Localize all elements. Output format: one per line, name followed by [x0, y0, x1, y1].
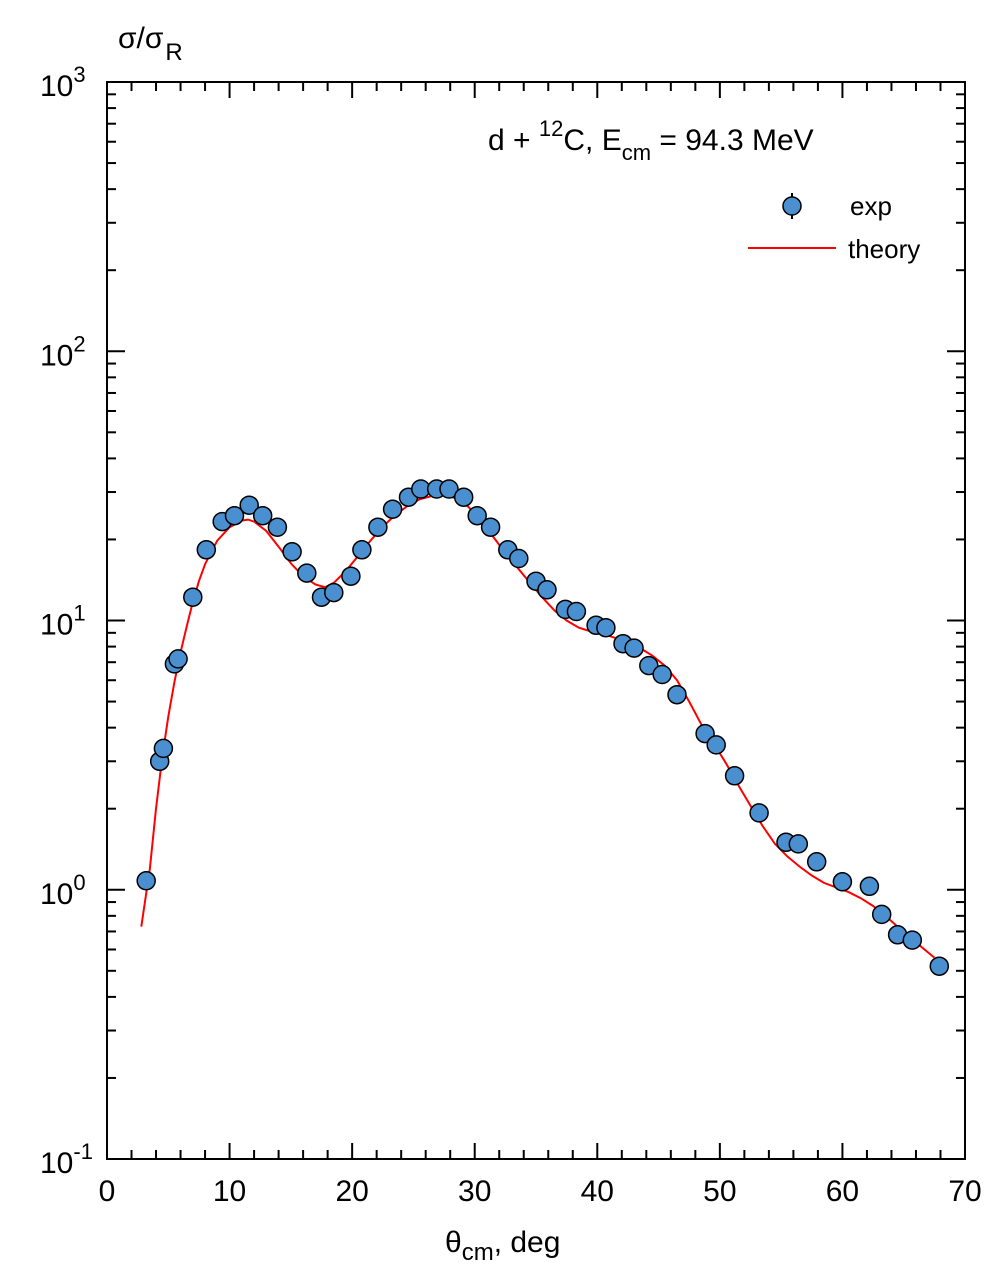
exp-data-point [341, 566, 361, 586]
y-tick-label: 102 [40, 331, 86, 372]
exp-data-point [382, 499, 403, 519]
y-tick-exponent: -1 [73, 1139, 93, 1164]
legend: exp theory [748, 191, 920, 264]
x-tick-labels: 0 10 20 30 40 50 60 70 [99, 1175, 982, 1208]
y-tick-base: 10 [40, 609, 73, 642]
exp-data-point [297, 563, 317, 583]
exp-data-point [871, 904, 892, 925]
exp-data-point [806, 852, 827, 872]
exp-data-point [652, 664, 672, 685]
y-tick-label: 100 [40, 870, 86, 911]
exp-data-point [902, 930, 923, 950]
y-tick-label: 10-1 [40, 1139, 93, 1180]
x-tick-label: 40 [581, 1175, 614, 1208]
chart-title: d + 12C, Ecm = 94.3 MeV [488, 116, 814, 165]
exp-data-point [467, 505, 487, 526]
title-prefix: d + [488, 124, 539, 157]
y-tick-exponent: 1 [73, 601, 85, 626]
exp-data-point [929, 956, 950, 976]
legend-theory-label: theory [848, 234, 920, 264]
y-tick-base: 10 [40, 1147, 73, 1180]
exp-data-point [624, 638, 644, 658]
y-tick-exponent: 3 [73, 62, 85, 87]
x-axis-label-sub: cm [462, 1239, 494, 1266]
title-energy-sub: cm [622, 140, 651, 165]
exp-data-point [136, 871, 156, 891]
exp-data-point [832, 872, 853, 892]
y-axis-label-main: σ/σ [118, 22, 164, 55]
exp-data-point [453, 487, 474, 507]
plot-frame [106, 81, 966, 1160]
exp-data-point [859, 876, 880, 897]
x-tick-label: 70 [948, 1175, 981, 1208]
exp-data-point [724, 766, 745, 786]
title-element: C, E [563, 124, 621, 157]
theory-series [140, 494, 936, 959]
x-tick-label: 60 [826, 1175, 859, 1208]
y-axis-label: σ/σR [118, 22, 183, 66]
exp-data-point [252, 505, 273, 526]
exp-data-point [439, 479, 459, 499]
x-tick-label: 30 [458, 1175, 491, 1208]
y-tick-exponent: 0 [73, 870, 85, 895]
title-mass-number: 12 [539, 116, 563, 141]
exp-data-point [480, 517, 501, 537]
y-tick-base: 10 [40, 70, 73, 103]
exp-series [136, 479, 950, 976]
exp-data-point [282, 542, 302, 562]
exp-data-point [183, 587, 203, 607]
x-axis-label-suffix: , deg [494, 1226, 561, 1259]
exp-data-point [224, 505, 245, 526]
exp-data-point [196, 540, 217, 560]
exp-data-point [749, 803, 769, 823]
x-tick-label: 20 [335, 1175, 368, 1208]
exp-data-point [509, 548, 529, 569]
x-tick-label: 50 [703, 1175, 736, 1208]
x-axis-label-main: θ [445, 1226, 462, 1259]
theory-line [140, 494, 936, 959]
legend-exp-label: exp [850, 191, 892, 221]
title-suffix: = 94.3 MeV [651, 124, 814, 157]
y-tick-base: 10 [40, 339, 73, 372]
exp-data-point [706, 735, 726, 755]
y-axis-label-sub: R [165, 39, 182, 66]
y-tick-base: 10 [40, 878, 73, 911]
exp-data-point [566, 601, 587, 622]
x-tick-label: 0 [99, 1175, 116, 1208]
y-tick-exponent: 2 [73, 331, 85, 356]
x-axis-label: θcm, deg [445, 1226, 560, 1266]
exp-data-point [788, 834, 809, 854]
x-tick-label: 10 [213, 1175, 246, 1208]
exp-data-point [153, 738, 174, 759]
exp-data-point [596, 617, 616, 638]
axis-ticks [107, 82, 965, 1159]
exp-data-point [368, 517, 388, 537]
exp-data-point [267, 517, 288, 537]
exp-data-point [324, 582, 344, 603]
exp-data-point [639, 655, 659, 676]
exp-data-point [168, 649, 188, 669]
y-tick-label: 103 [40, 62, 86, 103]
legend-exp-marker [782, 196, 802, 216]
exp-data-point [537, 580, 557, 600]
exp-data-point [352, 540, 372, 560]
exp-data-point [667, 684, 687, 705]
exp-data-point [239, 495, 259, 515]
y-tick-label: 101 [40, 601, 86, 642]
